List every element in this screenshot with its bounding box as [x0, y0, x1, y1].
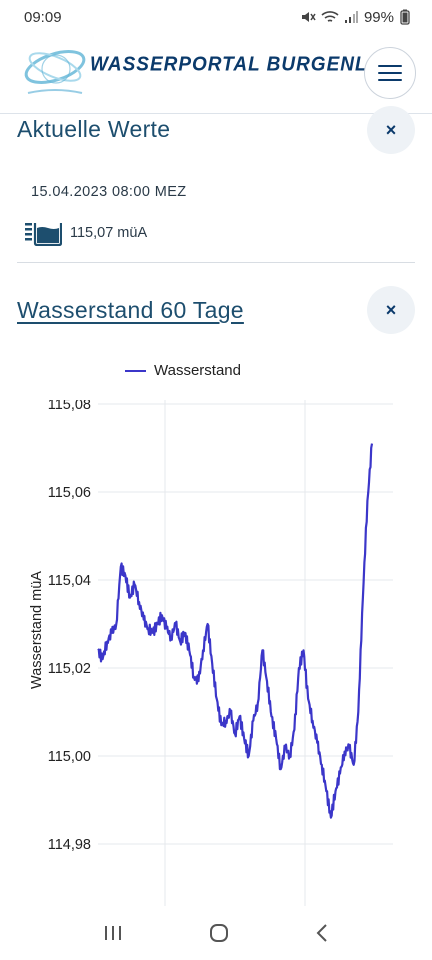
- water-level-row: 115,07 müA: [24, 220, 147, 246]
- series-line-wasserstand[interactable]: [97, 443, 374, 819]
- water-level-icon: [25, 223, 62, 246]
- current-values-title: Aktuelle Werte: [17, 116, 171, 142]
- status-time: 09:09: [24, 8, 62, 26]
- close-chart-button[interactable]: ×: [367, 286, 415, 334]
- status-bar: 09:09 99%: [0, 0, 432, 34]
- brand-name[interactable]: WASSERPORTAL BURGENLAND: [90, 53, 412, 76]
- home-icon[interactable]: [208, 922, 230, 944]
- measurement-timestamp: 15.04.2023 08:00 MEZ: [31, 184, 187, 200]
- mute-icon: [301, 12, 316, 22]
- y-tick-label: 115,02: [48, 661, 91, 677]
- battery-icon: [400, 9, 410, 25]
- signal-icon: [344, 11, 358, 23]
- water-level-chart[interactable]: 115,08 115,06 115,04 115,02 115,00 114,98 Wass…: [0, 400, 432, 906]
- close-current-values-button[interactable]: ×: [367, 106, 415, 154]
- y-tick-label: 115,04: [48, 573, 91, 589]
- y-tick-label: 115,06: [48, 485, 91, 501]
- close-icon: ×: [385, 299, 397, 320]
- y-tick-label: 115,08: [48, 400, 91, 413]
- menu-icon: [378, 65, 402, 67]
- section-divider: [17, 262, 415, 263]
- y-tick-label: 114,98: [48, 837, 91, 853]
- legend-label: Wasserstand: [154, 362, 241, 379]
- logo-icon[interactable]: [20, 39, 90, 101]
- y-axis-label: Wasserstand müA: [29, 571, 45, 689]
- legend-swatch: [125, 369, 146, 372]
- recents-icon[interactable]: [103, 924, 123, 942]
- app-header: WASSERPORTAL BURGENLAND: [0, 34, 432, 114]
- chart-legend[interactable]: Wasserstand: [125, 362, 241, 379]
- chart-section-title[interactable]: Wasserstand 60 Tage: [17, 297, 244, 323]
- status-right: 99%: [300, 9, 410, 26]
- back-icon[interactable]: [315, 923, 329, 943]
- wifi-icon: [321, 11, 339, 22]
- y-tick-label: 115,00: [48, 749, 91, 765]
- close-icon: ×: [385, 119, 397, 140]
- battery-level: 99%: [363, 8, 394, 26]
- system-nav-bar: [0, 906, 432, 960]
- water-level-value: 115,07 müA: [70, 225, 148, 241]
- menu-button[interactable]: [364, 47, 416, 99]
- status-icons: [300, 9, 358, 25]
